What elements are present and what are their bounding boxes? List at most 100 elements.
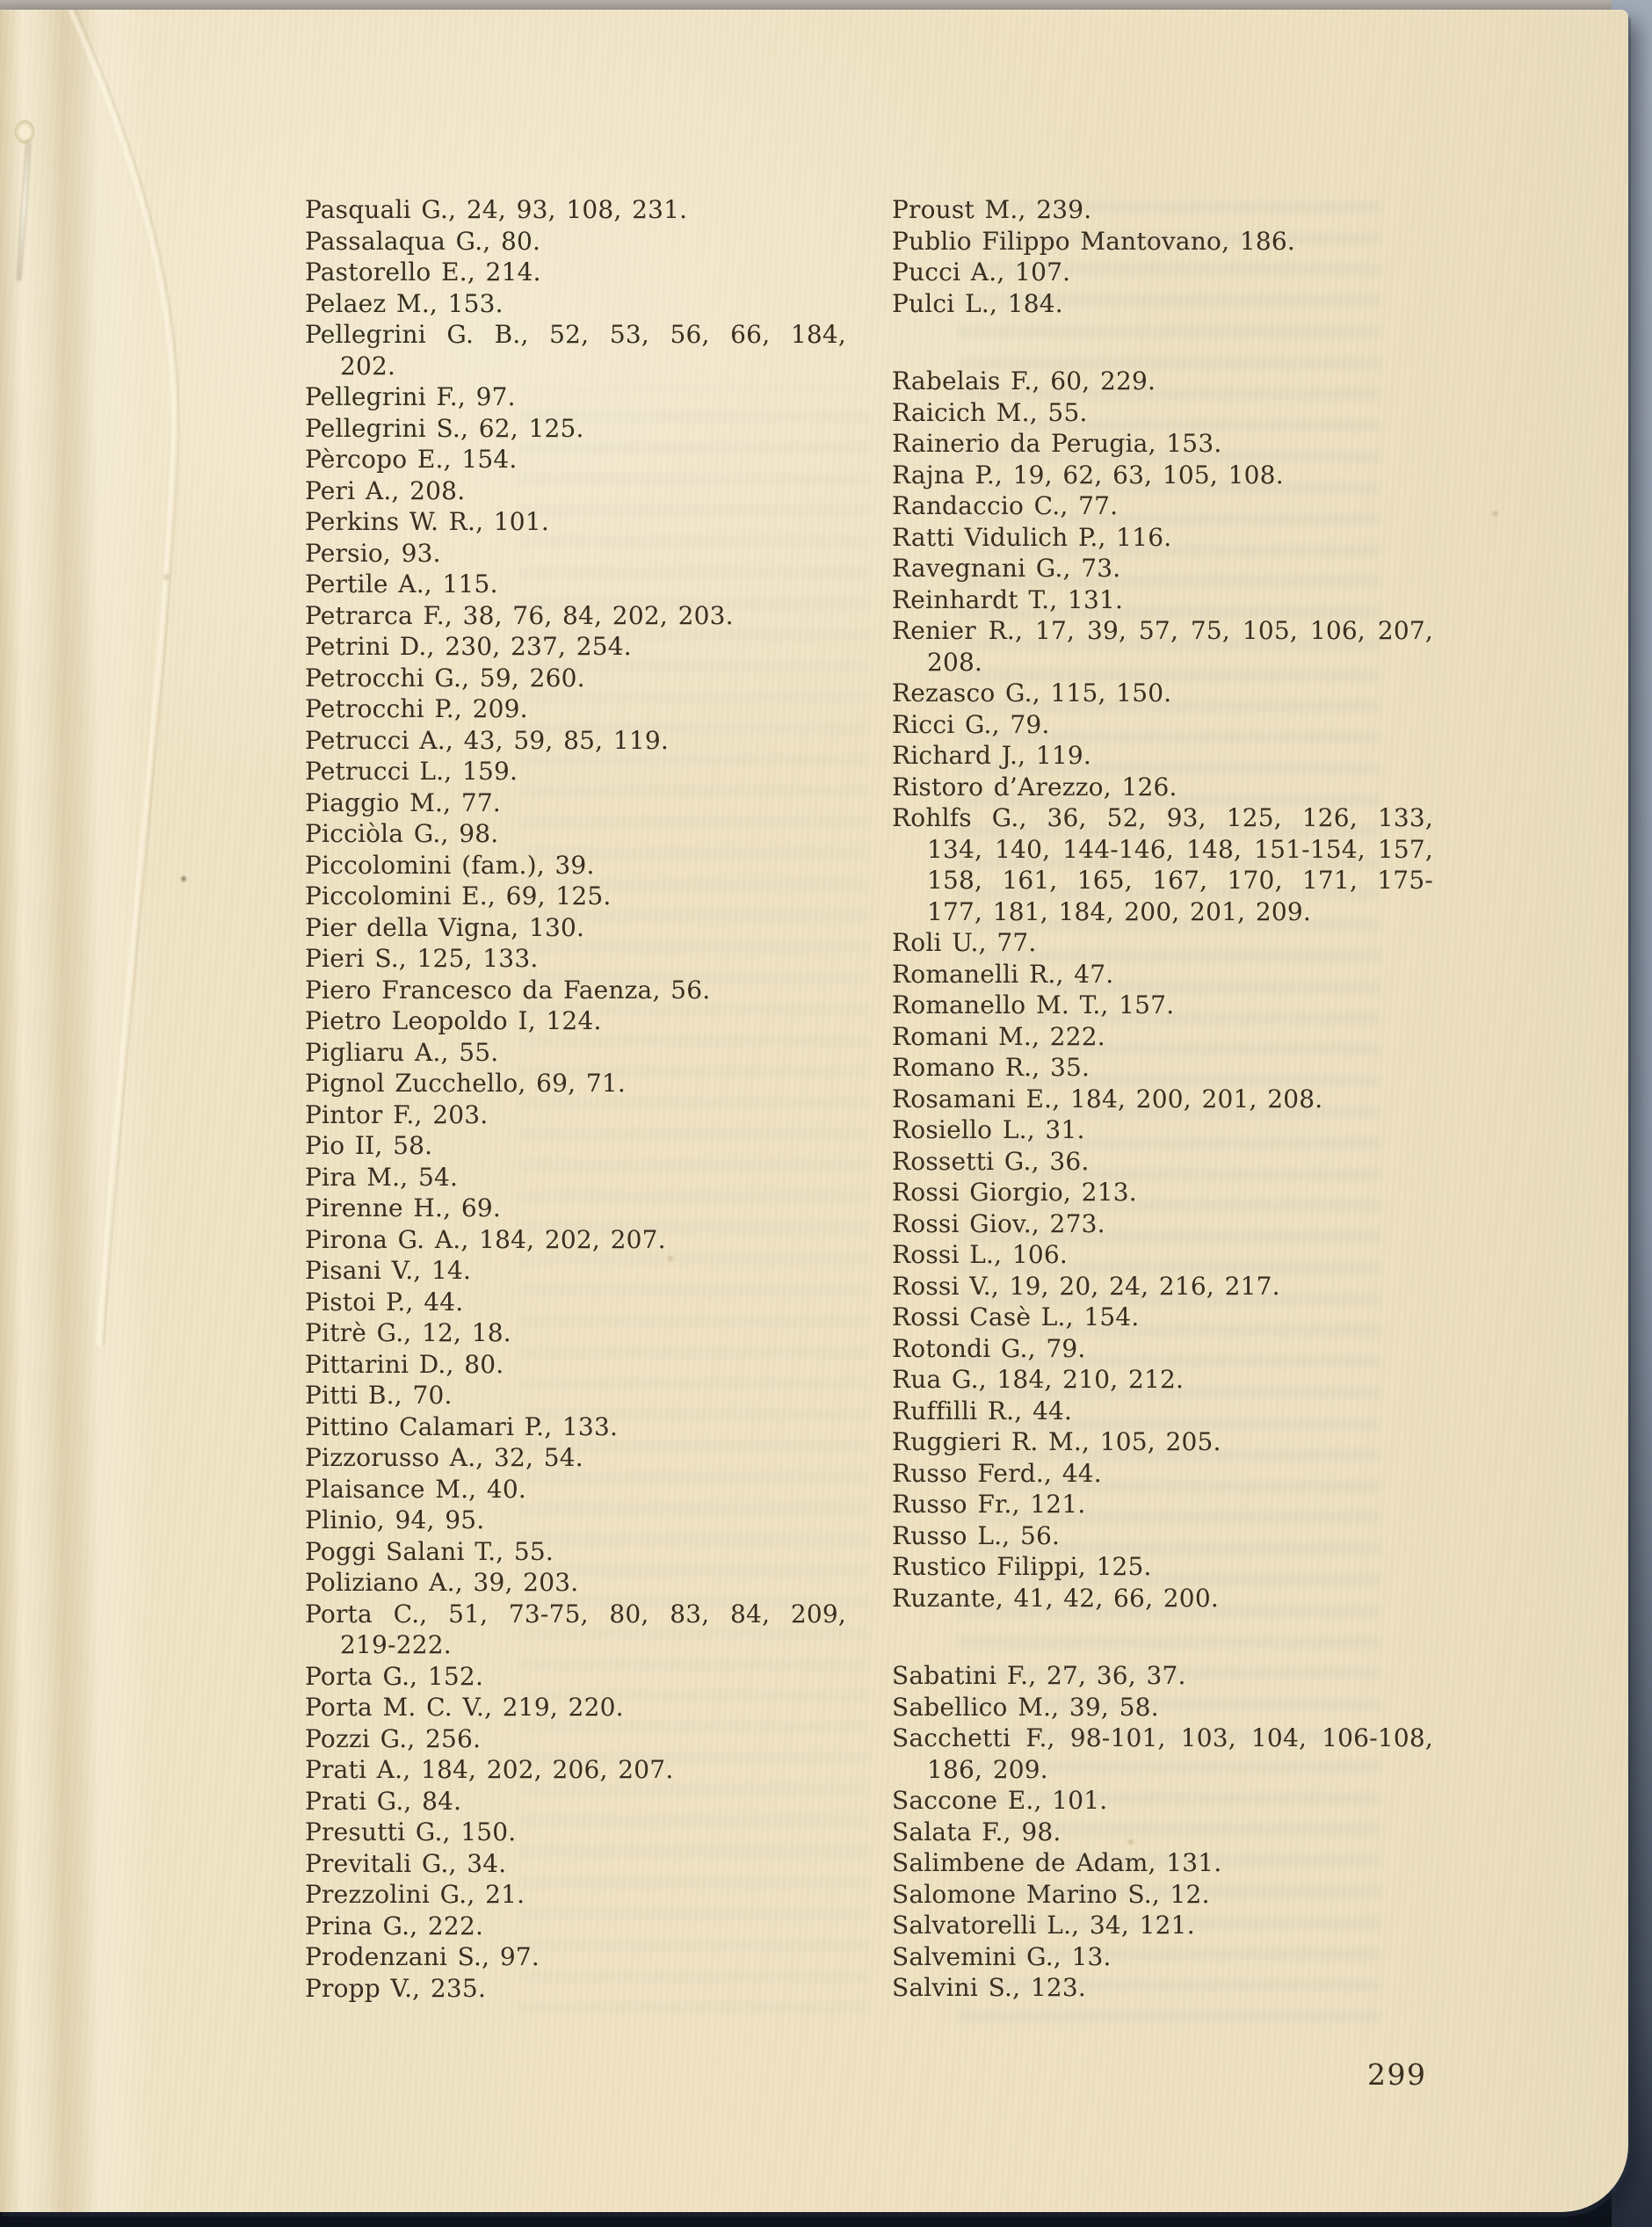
index-group: Sabatini F., 27, 36, 37. Sabellico M., 39…	[892, 1660, 1433, 2004]
index-entry: Persio, 93.	[305, 538, 846, 569]
index-entry: Romanello M. T., 157.	[892, 990, 1433, 1021]
index-entry: Perkins W. R., 101.	[305, 506, 846, 538]
index-entry: Porta C., 51, 73-75, 80, 83, 84, 209, 219…	[305, 1599, 846, 1661]
foxing-spot	[163, 574, 170, 580]
index-line: Pellegrini S., 62, 125.	[305, 413, 584, 443]
index-entry: Pignol Zucchello, 69, 71.	[305, 1068, 846, 1099]
index-entry: Plaisance M., 40.	[305, 1474, 846, 1505]
index-entry: Prina G., 222.	[305, 1911, 846, 1942]
index-line: Ruzante, 41, 42, 66, 200.	[892, 1583, 1219, 1613]
index-line: Romanelli R., 47.	[892, 959, 1114, 989]
index-entry: Rustico Filippi, 125.	[892, 1551, 1433, 1583]
index-entry: Pellegrini G. B., 52, 53, 56, 66, 184, 20…	[305, 319, 846, 381]
index-entry: Petrucci A., 43, 59, 85, 119.	[305, 725, 846, 757]
page-gutter-fold	[0, 10, 149, 2212]
index-entry: Pellegrini F., 97.	[305, 381, 846, 413]
index-line: Rossi L., 106.	[892, 1240, 1069, 1269]
index-entry: Poliziano A., 39, 203.	[305, 1567, 846, 1599]
index-line: Pitti B., 70.	[305, 1381, 453, 1410]
index-entry: Rosamani E., 184, 200, 201, 208.	[892, 1084, 1433, 1115]
index-line: Romano R., 35.	[892, 1053, 1090, 1082]
index-line: Rosiello L., 31.	[892, 1115, 1085, 1144]
index-entry: Pisani V., 14.	[305, 1255, 846, 1287]
index-line: Rossetti G., 36.	[892, 1146, 1090, 1176]
index-line: Reinhardt T., 131.	[892, 584, 1124, 614]
index-entry: Petrocchi P., 209.	[305, 693, 846, 725]
index-line: Ricci G., 79.	[892, 709, 1050, 739]
index-line: Sabellico M., 39, 58.	[892, 1692, 1159, 1722]
index-entry: Pittarini D., 80.	[305, 1349, 846, 1381]
index-line: Salvemini G., 13.	[892, 1941, 1112, 1971]
index-line: 208.	[927, 647, 983, 677]
index-entry: Petrarca F., 38, 76, 84, 202, 203.	[305, 600, 846, 632]
index-line: Petrarca F., 38, 76, 84, 202, 203.	[305, 600, 734, 630]
index-entry: Sabatini F., 27, 36, 37.	[892, 1660, 1433, 1692]
index-line: Rabelais F., 60, 229.	[892, 366, 1156, 395]
index-line: Salvini S., 123.	[892, 1973, 1086, 2002]
binding-hole	[11, 115, 39, 149]
index-entry: Salvini S., 123.	[892, 1972, 1433, 2004]
index-line: Pasquali G., 24, 93, 108, 231.	[305, 195, 688, 224]
index-line: Ratti Vidulich P., 116.	[892, 522, 1172, 552]
index-entry: Picciòla G., 98.	[305, 818, 846, 850]
index-line: Pozzi G., 256.	[305, 1723, 482, 1753]
index-line: Passalaqua G., 80.	[305, 226, 541, 256]
index-line: Rossi Casè L., 154.	[892, 1302, 1140, 1331]
index-entry: Porta G., 152.	[305, 1661, 846, 1693]
index-line: Russo Fr., 121.	[892, 1490, 1086, 1519]
index-entry: Proust M., 239.	[892, 194, 1433, 226]
index-line: Porta G., 152.	[305, 1661, 484, 1691]
index-line: Piero Francesco da Faenza, 56.	[305, 975, 711, 1005]
index-entry: Rossetti G., 36.	[892, 1146, 1433, 1178]
index-line: Porta C., 51, 73-75, 80, 83, 84, 209,	[305, 1599, 846, 1629]
index-entry: Rossi Giov., 273.	[892, 1208, 1433, 1240]
index-line: Pitrè G., 12, 18.	[305, 1318, 511, 1347]
index-entry: Rainerio da Perugia, 153.	[892, 428, 1433, 460]
index-entry: Russo Ferd., 44.	[892, 1458, 1433, 1490]
index-line: Plinio, 94, 95.	[305, 1505, 485, 1534]
index-entry: Romani M., 222.	[892, 1021, 1433, 1053]
index-line: Salata F., 98.	[892, 1817, 1061, 1846]
index-group: Rabelais F., 60, 229. Raicich M., 55. Rain…	[892, 366, 1433, 1614]
index-line: Pizzorusso A., 32, 54.	[305, 1443, 583, 1472]
index-entry: Pietro Leopoldo I, 124.	[305, 1005, 846, 1037]
index-entry: Rotondi G., 79.	[892, 1333, 1433, 1365]
index-entry: Russo Fr., 121.	[892, 1489, 1433, 1520]
index-line: Prodenzani S., 97.	[305, 1942, 540, 1971]
index-entry: Ricci G., 79.	[892, 709, 1433, 741]
index-entry: Pittino Calamari P., 133.	[305, 1411, 846, 1443]
index-entry: Pistoi P., 44.	[305, 1287, 846, 1318]
index-line: Petrocchi P., 209.	[305, 694, 528, 723]
index-entry: Rua G., 184, 210, 212.	[892, 1364, 1433, 1396]
index-entry: Pizzorusso A., 32, 54.	[305, 1442, 846, 1474]
index-line: Saccone E., 101.	[892, 1786, 1108, 1815]
index-entry: Salimbene de Adam, 131.	[892, 1847, 1433, 1879]
index-line: Pier della Vigna, 130.	[305, 912, 585, 942]
index-line: Pirona G. A., 184, 202, 207.	[305, 1224, 666, 1254]
index-line: Pisani V., 14.	[305, 1256, 472, 1285]
index-entry: Pertile A., 115.	[305, 569, 846, 600]
index-entry: Rosiello L., 31.	[892, 1114, 1433, 1146]
index-line: Roli U., 77.	[892, 928, 1037, 957]
index-entry: Passalaqua G., 80.	[305, 226, 846, 258]
index-line: Petrucci A., 43, 59, 85, 119.	[305, 725, 669, 755]
index-entry: Romanelli R., 47.	[892, 959, 1433, 990]
index-line: Prati A., 184, 202, 206, 207.	[305, 1755, 674, 1784]
index-group: Proust M., 239. Publio Filippo Mantovano,…	[892, 194, 1433, 319]
index-entry: Pèrcopo E., 154.	[305, 444, 846, 475]
index-entry: Salvemini G., 13.	[892, 1941, 1433, 1973]
index-entry: Prezzolini G., 21.	[305, 1879, 846, 1911]
index-line: Russo Ferd., 44.	[892, 1458, 1102, 1488]
index-line: Sacchetti F., 98-101, 103, 104, 106-108,	[892, 1723, 1433, 1752]
index-entry: Rajna P., 19, 62, 63, 105, 108.	[892, 460, 1433, 491]
index-group: Pasquali G., 24, 93, 108, 231. Passalaqua…	[305, 194, 846, 2004]
index-line: Pellegrini F., 97.	[305, 382, 516, 411]
index-entry: Ravegnani G., 73.	[892, 553, 1433, 584]
index-entry: Roli U., 77.	[892, 927, 1433, 959]
index-line: Petrocchi G., 59, 260.	[305, 663, 585, 693]
index-entry: Ruffilli R., 44.	[892, 1396, 1433, 1427]
index-line: 186, 209.	[927, 1754, 1048, 1784]
index-entry: Ratti Vidulich P., 116.	[892, 522, 1433, 554]
index-line: Rua G., 184, 210, 212.	[892, 1365, 1185, 1394]
index-line: Rotondi G., 79.	[892, 1333, 1086, 1363]
